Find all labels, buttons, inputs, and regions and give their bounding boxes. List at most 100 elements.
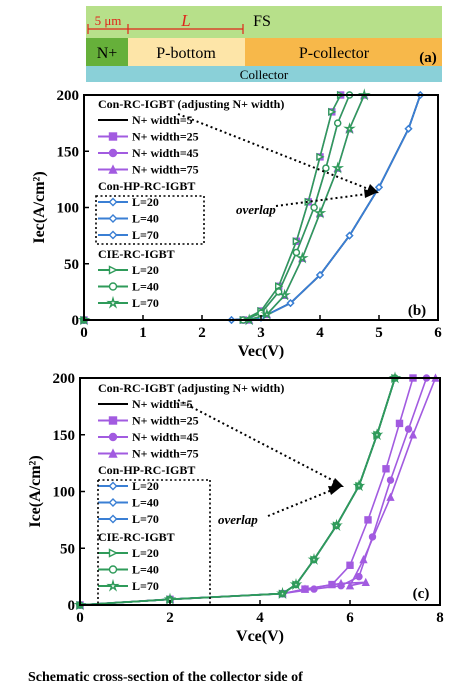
overlap-arrow-2-head bbox=[364, 189, 376, 198]
y-tick-label: 0 bbox=[72, 313, 80, 329]
legend-entry: N+ width=5 bbox=[98, 113, 193, 127]
overlap-arrow-2 bbox=[275, 193, 368, 207]
data-point bbox=[278, 288, 291, 301]
series-3 bbox=[79, 90, 369, 324]
data-point bbox=[275, 282, 284, 291]
legend-group3-title: CIE-RC-IGBT bbox=[98, 247, 175, 261]
pcollector-region bbox=[245, 38, 442, 66]
series-line bbox=[79, 377, 396, 606]
legend-marker bbox=[108, 565, 118, 574]
data-point bbox=[330, 518, 343, 531]
data-point bbox=[361, 577, 370, 586]
y-axis-label: Iec(A/cm²) bbox=[31, 171, 48, 243]
legend-group1-title: Con-RC-IGBT (adjusting N+ width) bbox=[98, 381, 284, 395]
legend-label: L=40 bbox=[132, 280, 159, 294]
data-point bbox=[364, 516, 372, 524]
overlap-arrow-1-head bbox=[331, 478, 344, 487]
legend-marker bbox=[108, 132, 118, 141]
pcollector-label: P-collector bbox=[299, 45, 370, 62]
overlap-arrow-1 bbox=[177, 399, 337, 483]
data-point bbox=[286, 299, 295, 308]
series-8 bbox=[80, 91, 354, 324]
y-tick-label: 0 bbox=[68, 598, 76, 614]
data-point bbox=[408, 430, 418, 439]
legend-entry: N+ width=5 bbox=[98, 397, 193, 411]
x-tick-label: 3 bbox=[257, 325, 265, 341]
series-8 bbox=[76, 374, 399, 609]
dim-markers bbox=[87, 24, 244, 34]
data-point bbox=[307, 552, 321, 565]
data-point bbox=[300, 584, 310, 593]
data-point bbox=[404, 425, 413, 433]
y-tick-label: 100 bbox=[53, 485, 76, 501]
collector-layer bbox=[86, 66, 442, 82]
legend-label: L=70 bbox=[132, 296, 159, 310]
legend-marker bbox=[108, 282, 118, 291]
y-axis-label: Ice(A/cm²) bbox=[27, 455, 44, 527]
x-tick-label: 6 bbox=[346, 610, 354, 626]
legend-entry: L=40 bbox=[98, 563, 159, 577]
legend-label: N+ width=25 bbox=[132, 414, 199, 428]
series-1 bbox=[76, 374, 417, 609]
series-line bbox=[79, 377, 396, 606]
series-7 bbox=[76, 373, 400, 610]
legend-marker bbox=[108, 197, 118, 207]
legend-entry: L=70 bbox=[98, 295, 159, 310]
data-point bbox=[359, 555, 368, 564]
legend-marker bbox=[108, 514, 118, 524]
legend-label: N+ width=25 bbox=[132, 130, 199, 144]
overlap-arrow-2 bbox=[267, 489, 333, 517]
data-point bbox=[260, 307, 274, 320]
legend-label: L=20 bbox=[132, 263, 159, 277]
overlap-label: overlap bbox=[218, 512, 258, 527]
x-axis-label: Vec(V) bbox=[238, 343, 285, 360]
legend-label: N+ width=5 bbox=[132, 397, 193, 411]
data-point bbox=[313, 206, 327, 219]
legend-entry: L=70 bbox=[98, 512, 159, 526]
legend: Con-RC-IGBT (adjusting N+ width) Con-HP-… bbox=[98, 97, 284, 310]
legend-marker bbox=[108, 498, 118, 507]
legend-marker bbox=[108, 416, 118, 425]
legend-label: L=70 bbox=[132, 228, 159, 242]
data-point bbox=[289, 577, 303, 590]
fs-label: FS bbox=[253, 13, 271, 30]
series-9 bbox=[73, 371, 402, 611]
fs-layer bbox=[86, 6, 442, 38]
legend-label: N+ width=45 bbox=[132, 146, 199, 160]
legend-marker bbox=[108, 448, 118, 458]
legend-entry: N+ width=45 bbox=[98, 430, 199, 444]
legend-group2-title: Con-HP-RC-IGBT bbox=[98, 463, 195, 477]
caption-fragment: Schematic cross-section of the collector… bbox=[28, 670, 303, 684]
data-point bbox=[331, 161, 345, 174]
x-tick-label: 5 bbox=[375, 325, 383, 341]
series-line bbox=[79, 377, 396, 606]
data-point bbox=[404, 124, 413, 133]
series-5 bbox=[76, 374, 399, 609]
legend-entry: L=20 bbox=[98, 263, 159, 277]
data-point bbox=[276, 586, 289, 600]
legend-label: L=20 bbox=[132, 546, 159, 560]
series-6 bbox=[76, 374, 399, 609]
data-point bbox=[292, 248, 301, 257]
panel-c-label: (c) bbox=[413, 586, 430, 602]
data-point bbox=[345, 231, 354, 240]
data-point bbox=[382, 465, 390, 473]
series-line bbox=[79, 377, 414, 606]
legend-marker bbox=[108, 548, 119, 558]
pbottom-region bbox=[128, 38, 245, 66]
data-point bbox=[375, 183, 383, 192]
series-2 bbox=[76, 374, 431, 609]
y-tick-label: 150 bbox=[53, 428, 76, 444]
legend-entry: L=40 bbox=[98, 212, 159, 226]
series-9 bbox=[77, 88, 371, 326]
series-line bbox=[79, 377, 396, 606]
data-point bbox=[316, 271, 324, 279]
x-tick-label: 6 bbox=[434, 325, 442, 341]
data-point bbox=[295, 251, 309, 264]
data-point bbox=[352, 479, 366, 492]
data-point bbox=[334, 119, 342, 127]
legend-group3-title: CIE-RC-IGBT bbox=[98, 530, 175, 544]
x-tick-label: 4 bbox=[256, 610, 264, 626]
legend-marker bbox=[108, 265, 119, 275]
